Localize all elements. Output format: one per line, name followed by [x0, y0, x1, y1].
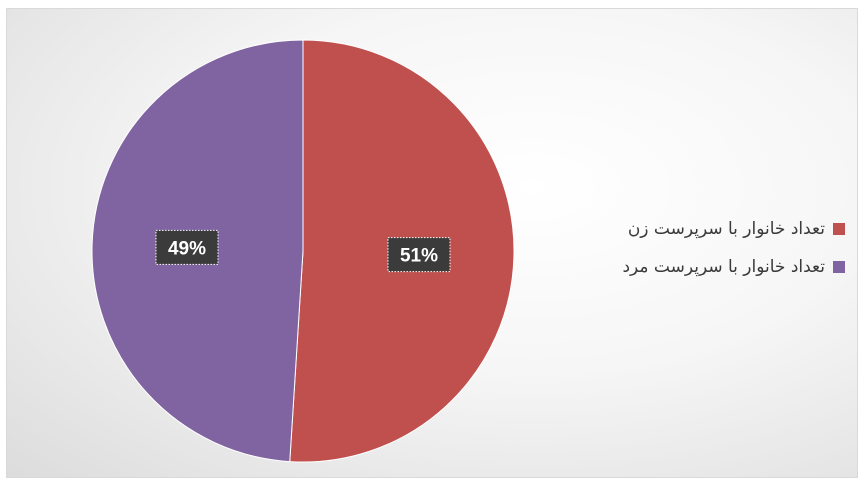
data-label-text-1: 49% — [168, 238, 206, 259]
legend: تعداد خانوار با سرپرست زن تعداد خانوار ب… — [622, 214, 845, 290]
data-label-box-1 — [155, 229, 219, 265]
legend-swatch-female-head — [833, 223, 845, 235]
data-label-0: 51% — [387, 237, 451, 273]
data-label-box-0 — [387, 237, 451, 273]
data-label-1: 49% — [155, 229, 219, 265]
legend-item-male-head: تعداد خانوار با سرپرست مرد — [622, 252, 845, 282]
legend-swatch-male-head — [833, 261, 845, 273]
pie-chart: 51% 49% — [91, 39, 515, 463]
legend-label-female-head: تعداد خانوار با سرپرست زن — [627, 219, 825, 239]
legend-label-male-head: تعداد خانوار با سرپرست مرد — [622, 257, 825, 277]
chart-area: 51% 49% تعداد خانوار با سرپرست زن تعداد خ… — [6, 8, 858, 478]
data-label-text-0: 51% — [400, 246, 438, 267]
legend-item-female-head: تعداد خانوار با سرپرست زن — [622, 214, 845, 244]
